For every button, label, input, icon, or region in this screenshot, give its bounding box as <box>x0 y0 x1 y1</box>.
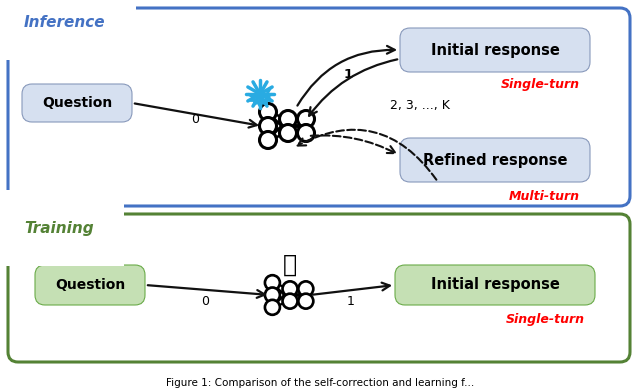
FancyBboxPatch shape <box>400 138 590 182</box>
Text: 1: 1 <box>344 67 353 80</box>
Text: Initial response: Initial response <box>431 42 559 58</box>
Circle shape <box>298 111 314 127</box>
Text: Inference: Inference <box>24 15 106 29</box>
Text: Training: Training <box>24 221 93 236</box>
FancyArrowPatch shape <box>313 283 390 295</box>
FancyBboxPatch shape <box>8 214 630 362</box>
Circle shape <box>280 111 296 127</box>
Circle shape <box>265 275 280 290</box>
FancyBboxPatch shape <box>35 265 145 305</box>
Text: 0: 0 <box>191 113 199 126</box>
Circle shape <box>265 300 280 315</box>
FancyBboxPatch shape <box>400 28 590 72</box>
Text: Multi-turn: Multi-turn <box>509 190 580 203</box>
FancyBboxPatch shape <box>395 265 595 305</box>
FancyBboxPatch shape <box>8 8 630 206</box>
Circle shape <box>282 294 298 309</box>
Text: Refined response: Refined response <box>423 152 567 167</box>
Text: Single-turn: Single-turn <box>501 78 580 91</box>
Text: Figure 1: Comparison of the self-correction and learning f...: Figure 1: Comparison of the self-correct… <box>166 378 474 388</box>
Text: Single-turn: Single-turn <box>506 313 585 326</box>
Text: 0: 0 <box>202 295 209 308</box>
Circle shape <box>282 281 298 296</box>
FancyArrowPatch shape <box>309 59 397 116</box>
Circle shape <box>298 294 314 309</box>
Text: 🔥: 🔥 <box>283 253 297 277</box>
Circle shape <box>259 118 276 134</box>
Text: 2, 3, ..., K: 2, 3, ..., K <box>390 98 450 111</box>
Circle shape <box>259 131 276 149</box>
FancyBboxPatch shape <box>22 84 132 122</box>
FancyArrowPatch shape <box>148 285 265 298</box>
FancyArrowPatch shape <box>135 103 257 127</box>
FancyArrowPatch shape <box>311 135 396 153</box>
Circle shape <box>298 125 314 142</box>
Circle shape <box>265 287 280 303</box>
Circle shape <box>280 125 296 142</box>
Text: 1: 1 <box>347 295 355 308</box>
Circle shape <box>259 103 276 120</box>
FancyArrowPatch shape <box>298 130 436 180</box>
Text: Initial response: Initial response <box>431 278 559 292</box>
Text: Question: Question <box>55 278 125 292</box>
Circle shape <box>298 281 314 296</box>
Text: Question: Question <box>42 96 112 110</box>
FancyArrowPatch shape <box>298 46 395 105</box>
